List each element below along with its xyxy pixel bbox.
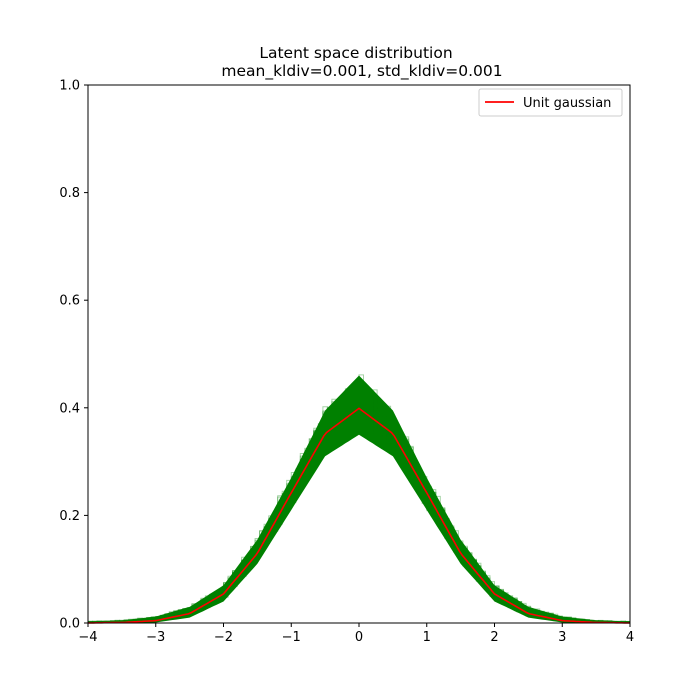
y-tick-label: 0.6 xyxy=(59,294,80,309)
x-tick-label: −4 xyxy=(78,630,97,645)
x-tick-label: 4 xyxy=(626,630,634,645)
y-tick-label: 0.2 xyxy=(59,509,80,524)
x-tick-label: 3 xyxy=(558,630,566,645)
histogram-outline xyxy=(87,389,630,624)
y-tick-label: 0.4 xyxy=(59,401,80,416)
histogram-outline xyxy=(87,383,630,624)
y-tick-label: 0.0 xyxy=(59,617,80,632)
histogram-outline xyxy=(87,385,630,623)
chart-subtitle: mean_kldiv=0.001, std_kldiv=0.001 xyxy=(221,62,502,81)
y-tick-label: 1.0 xyxy=(59,79,80,94)
chart-title: Latent space distribution xyxy=(259,44,452,62)
x-tick-label: −2 xyxy=(214,630,233,645)
x-tick-label: −3 xyxy=(146,630,165,645)
histogram-outline xyxy=(87,398,630,624)
legend-box xyxy=(478,88,623,117)
histogram-outline xyxy=(87,385,630,624)
x-tick-label: 2 xyxy=(490,630,498,645)
unit-gaussian-line xyxy=(88,407,630,624)
histogram-band xyxy=(88,375,630,623)
legend-label-unit-gaussian: Unit gaussian xyxy=(523,96,611,111)
histogram-outline xyxy=(87,395,630,624)
legend: Unit gaussian xyxy=(478,88,623,117)
axes-frame xyxy=(87,84,631,624)
x-tick-label: −1 xyxy=(282,630,301,645)
y-tick-label: 0.8 xyxy=(59,186,80,201)
x-tick-label: 1 xyxy=(423,630,431,645)
x-tick-label: 0 xyxy=(355,630,363,645)
histogram-outline xyxy=(87,395,630,623)
plot-area xyxy=(87,374,630,624)
axes: −4 −3 −2 −1 0 1 2 3 4 0.0 0.2 0.4 0.6 0.8 1.0 xyxy=(59,79,634,646)
